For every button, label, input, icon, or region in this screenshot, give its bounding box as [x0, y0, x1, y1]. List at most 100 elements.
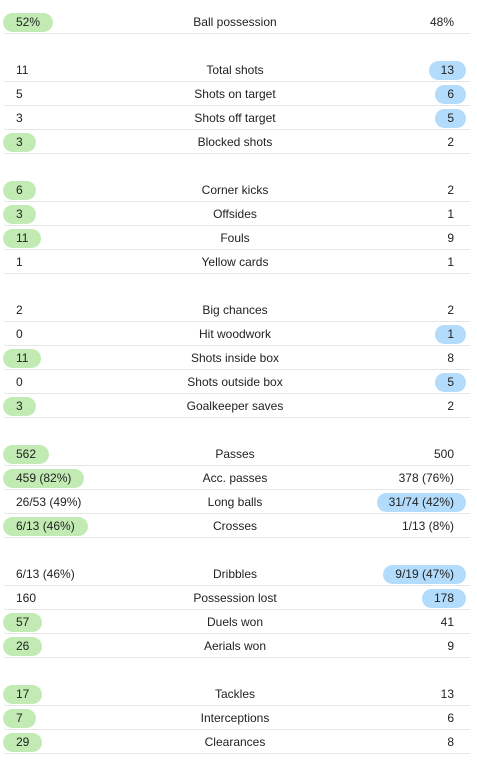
row-divider	[4, 273, 470, 274]
row-divider	[4, 153, 470, 154]
home-value: 3	[3, 205, 36, 224]
home-value: 52%	[3, 13, 54, 32]
stat-label: Yellow cards	[201, 255, 269, 269]
stat-row: 6/13 (46%) Dribbles 9/19 (47%)	[0, 562, 470, 586]
row-divider	[4, 753, 470, 754]
home-value: 562	[3, 445, 50, 464]
stat-row: 26 Aerials won 9	[0, 634, 470, 658]
away-value: 9	[447, 639, 454, 653]
stat-row: 562 Passes 500	[0, 442, 470, 466]
stat-row: 11 Fouls 9	[0, 226, 470, 250]
stat-row: 1 Yellow cards 1	[0, 250, 470, 274]
stat-label: Clearances	[204, 735, 266, 749]
stat-row: 11 Total shots 13	[0, 58, 470, 82]
stat-row: 2 Big chances 2	[0, 298, 470, 322]
away-value: 13	[428, 61, 466, 80]
row-divider	[4, 321, 470, 322]
stat-label: Goalkeeper saves	[186, 399, 284, 413]
stat-row: 5 Shots on target 6	[0, 82, 470, 106]
stat-label: Fouls	[220, 231, 250, 245]
stat-label: Ball possession	[193, 15, 277, 29]
stat-label: Tackles	[214, 687, 255, 701]
stat-row: 3 Goalkeeper saves 2	[0, 394, 470, 418]
home-value: 11	[3, 349, 42, 368]
row-divider	[4, 705, 470, 706]
home-value: 57	[3, 613, 43, 632]
away-value: 1	[447, 255, 454, 269]
stat-row: 57 Duels won 41	[0, 610, 470, 634]
stat-label: Interceptions	[200, 711, 270, 725]
stat-row: 26/53 (49%) Long balls 31/74 (42%)	[0, 490, 470, 514]
stat-row: 11 Shots inside box 8	[0, 346, 470, 370]
row-divider	[4, 33, 470, 34]
home-value: 3	[3, 133, 36, 152]
away-value: 8	[447, 735, 454, 749]
home-value: 29	[3, 733, 43, 752]
home-value: 0	[16, 327, 23, 341]
stat-row: 3 Blocked shots 2	[0, 130, 470, 154]
row-divider	[4, 249, 470, 250]
row-divider	[4, 369, 470, 370]
away-value: 2	[447, 183, 454, 197]
stat-label: Shots inside box	[190, 351, 280, 365]
stat-row: 3 Shots off target 5	[0, 106, 470, 130]
stat-label: Shots off target	[194, 111, 276, 125]
home-value: 0	[16, 375, 23, 389]
stat-label: Acc. passes	[202, 471, 268, 485]
away-value: 378 (76%)	[398, 471, 454, 485]
stat-label: Offsides	[213, 207, 257, 221]
away-value: 9/19 (47%)	[383, 565, 466, 584]
away-value: 2	[447, 303, 454, 317]
away-value: 31/74 (42%)	[376, 493, 466, 512]
stat-label: Shots outside box	[187, 375, 283, 389]
row-divider	[4, 225, 470, 226]
row-divider	[4, 345, 470, 346]
home-value: 17	[3, 685, 43, 704]
away-value: 41	[440, 615, 454, 629]
away-value: 8	[447, 351, 454, 365]
row-divider	[4, 657, 470, 658]
row-divider	[4, 585, 470, 586]
home-value: 459 (82%)	[3, 469, 85, 488]
home-value: 5	[16, 87, 23, 101]
stat-row: 7 Interceptions 6	[0, 706, 470, 730]
home-value: 1	[16, 255, 23, 269]
away-value: 2	[447, 135, 454, 149]
row-divider	[4, 417, 470, 418]
away-value: 500	[433, 447, 454, 461]
row-divider	[4, 393, 470, 394]
stat-label: Corner kicks	[201, 183, 269, 197]
row-divider	[4, 129, 470, 130]
row-divider	[4, 81, 470, 82]
stat-label: Total shots	[206, 63, 264, 77]
stat-label: Crosses	[212, 519, 257, 533]
stat-row: 6 Corner kicks 2	[0, 178, 470, 202]
stat-row: 160 Possession lost 178	[0, 586, 470, 610]
home-value: 26/53 (49%)	[16, 495, 82, 509]
stat-row: 459 (82%) Acc. passes 378 (76%)	[0, 466, 470, 490]
away-value: 1	[447, 207, 454, 221]
row-divider	[4, 465, 470, 466]
row-divider	[4, 537, 470, 538]
away-value: 6	[435, 85, 466, 104]
row-divider	[4, 609, 470, 610]
stat-label: Aerials won	[203, 639, 267, 653]
home-value: 11	[3, 229, 42, 248]
row-divider	[4, 729, 470, 730]
away-value: 5	[435, 373, 466, 392]
away-value: 6	[447, 711, 454, 725]
row-divider	[4, 105, 470, 106]
home-value: 160	[16, 591, 37, 605]
stat-row: 52% Ball possession 48%	[0, 10, 470, 34]
row-divider	[4, 489, 470, 490]
row-divider	[4, 201, 470, 202]
home-value: 2	[16, 303, 23, 317]
row-divider	[4, 513, 470, 514]
stat-label: Passes	[215, 447, 255, 461]
stat-label: Shots on target	[194, 87, 276, 101]
home-value: 6	[3, 181, 36, 200]
away-value: 13	[440, 687, 454, 701]
stat-row: 6/13 (46%) Crosses 1/13 (8%)	[0, 514, 470, 538]
stat-row: 29 Clearances 8	[0, 730, 470, 754]
